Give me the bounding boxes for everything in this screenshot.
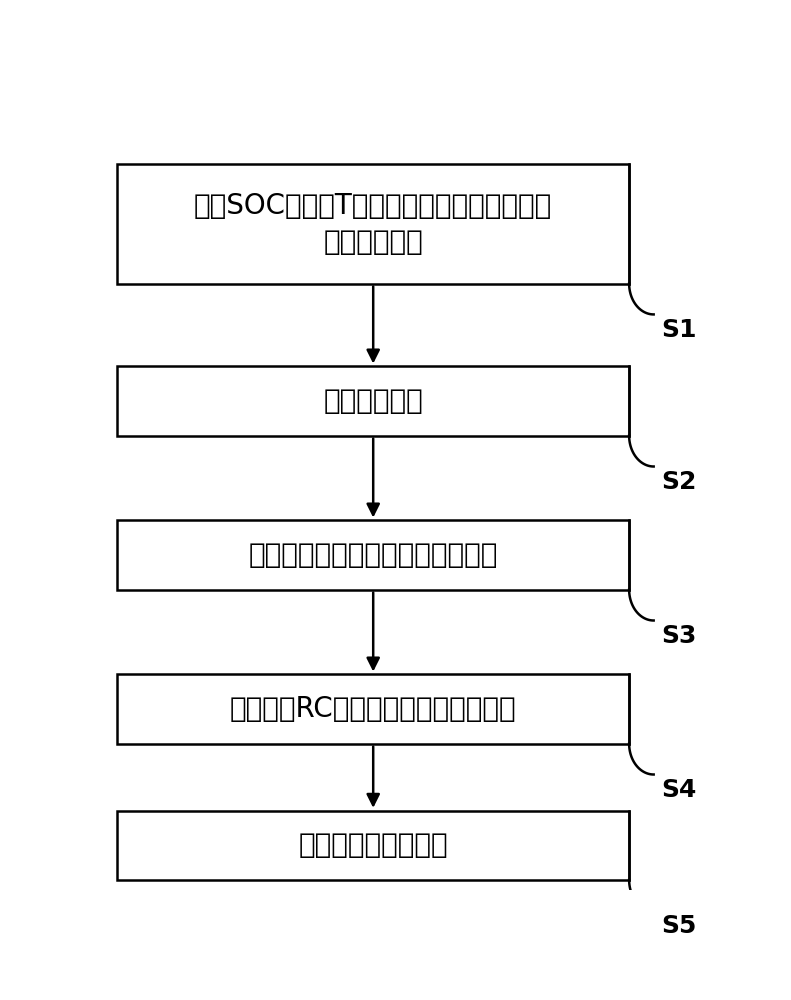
Text: S1: S1 [661, 318, 697, 342]
FancyBboxPatch shape [117, 366, 629, 436]
Text: S2: S2 [661, 470, 696, 494]
Text: S3: S3 [661, 624, 696, 648]
Text: 确定锂离子电池模型: 确定锂离子电池模型 [298, 831, 448, 859]
FancyBboxPatch shape [117, 674, 629, 744]
FancyBboxPatch shape [117, 520, 629, 590]
Text: S4: S4 [661, 778, 696, 802]
FancyBboxPatch shape [117, 164, 629, 284]
Text: 特定SOC和温度T下对锂离子电池样本进行交
流阻抗谱测试: 特定SOC和温度T下对锂离子电池样本进行交 流阻抗谱测试 [194, 192, 552, 256]
Text: 建立交流阻抗的弛豫时间分布函数: 建立交流阻抗的弛豫时间分布函数 [248, 541, 498, 569]
Text: 计算交流阻抗: 计算交流阻抗 [324, 387, 423, 415]
Text: 确定电池RC模型阶数以及模型各参数: 确定电池RC模型阶数以及模型各参数 [230, 695, 517, 723]
FancyBboxPatch shape [117, 811, 629, 880]
Text: S5: S5 [661, 914, 696, 938]
